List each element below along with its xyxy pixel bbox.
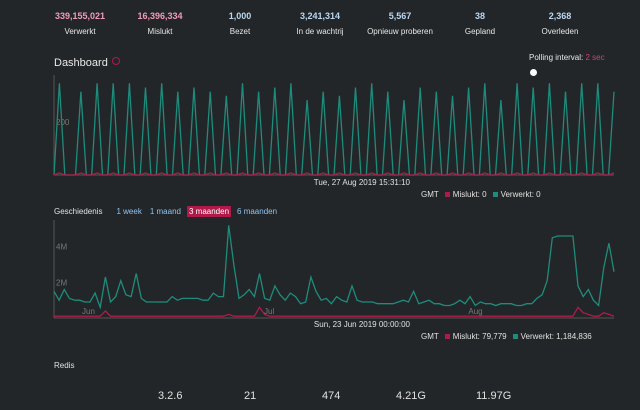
redis-used-memory: 4.21G — [396, 390, 426, 402]
stat-label: Bezet — [229, 27, 251, 36]
range-3-months[interactable]: 3 maanden — [186, 206, 232, 217]
x-tick-label: Jul — [264, 307, 274, 316]
polling-label: Polling interval: — [529, 53, 584, 62]
stat-value: 3,241,314 — [299, 11, 341, 21]
y-tick-label: 4M — [56, 243, 67, 252]
polling-interval: Polling interval: 2 sec — [529, 53, 605, 62]
legend-failed: Mislukt: 79,779 — [444, 332, 507, 341]
redis-version: 3.2.6 — [158, 390, 183, 402]
stat-value: 16,396,334 — [137, 11, 183, 21]
stat-label: Mislukt — [147, 27, 173, 36]
redis-uptime-days: 21 — [244, 390, 257, 402]
stat-value: 339,155,021 — [54, 11, 106, 21]
stat-gepland[interactable]: 38 Gepland — [440, 10, 520, 39]
polling-value: 2 sec — [585, 53, 605, 62]
processed-swatch-icon — [512, 334, 518, 339]
range-1-week[interactable]: 1 week — [116, 207, 142, 216]
page-title: Dashboard — [54, 57, 120, 69]
series-line-verwerkt — [53, 225, 615, 310]
stat-mislukt[interactable]: 16,396,334 Mislukt — [120, 10, 200, 39]
polling-slider-handle[interactable] — [530, 69, 537, 76]
dashboard-title: Dashboard — [54, 57, 108, 69]
realtime-legend: GMT Mislukt: 0 Verwerkt: 0 — [421, 190, 541, 199]
stat-value: 1,000 — [228, 11, 252, 21]
series-line-mislukt — [54, 306, 615, 317]
legend-processed-label: Verwerkt: 0 — [500, 190, 541, 199]
legend-failed-label: Mislukt: 79,779 — [452, 332, 507, 341]
failed-swatch-icon — [444, 192, 450, 197]
stat-value: 2,368 — [548, 11, 572, 21]
legend-failed-label: Mislukt: 0 — [452, 190, 487, 199]
x-tick-label: Aug — [468, 307, 482, 316]
realtime-timestamp: Tue, 27 Aug 2019 15:31:10 — [313, 178, 410, 187]
history-header: Geschiedenis 1 week 1 maand 3 maanden 6 … — [54, 206, 279, 217]
stat-bezet[interactable]: 1,000 Bezet — [200, 10, 280, 39]
stat-label: In de wachtrij — [296, 27, 344, 36]
realtime-chart: 200 — [53, 75, 615, 176]
stat-label: Overleden — [541, 27, 579, 36]
x-tick-label: Jun — [82, 307, 95, 316]
redis-peak-memory: 11.97G — [476, 390, 512, 402]
failed-swatch-icon — [444, 334, 450, 339]
stat-label: Opnieuw proberen — [367, 27, 433, 36]
stat-opnieuw-proberen[interactable]: 5,567 Opnieuw proberen — [360, 10, 440, 39]
status-indicator-icon — [111, 57, 120, 65]
legend-tz: GMT — [421, 332, 439, 341]
series-line-mislukt — [53, 172, 615, 176]
legend-processed: Verwerkt: 0 — [492, 190, 541, 199]
y-tick-label: 2M — [56, 278, 67, 287]
stat-value: 38 — [474, 11, 485, 21]
stats-bar: 339,155,021 Verwerkt 16,396,334 Mislukt 1,… — [40, 10, 600, 39]
stat-verwerkt[interactable]: 339,155,021 Verwerkt — [40, 10, 120, 39]
range-6-months[interactable]: 6 maanden — [237, 207, 278, 216]
history-timestamp: Sun, 23 Jun 2019 00:00:00 — [313, 320, 410, 329]
stat-overleden[interactable]: 2,368 Overleden — [520, 10, 600, 39]
history-title: Geschiedenis — [54, 207, 103, 216]
legend-failed: Mislukt: 0 — [444, 190, 487, 199]
legend-processed-label: Verwerkt: 1,184,836 — [520, 332, 592, 341]
y-tick-label: 200 — [56, 118, 70, 127]
processed-swatch-icon — [492, 192, 498, 197]
history-legend: GMT Mislukt: 79,779 Verwerkt: 1,184,836 — [421, 332, 592, 341]
range-1-month[interactable]: 1 maand — [149, 207, 181, 216]
series-line-verwerkt — [53, 83, 615, 176]
redis-connections: 474 — [322, 390, 341, 402]
stat-label: Gepland — [464, 27, 496, 36]
stat-value: 5,567 — [388, 11, 412, 21]
legend-processed: Verwerkt: 1,184,836 — [512, 332, 592, 341]
stat-in-de-wachtrij[interactable]: 3,241,314 In de wachtrij — [280, 10, 360, 39]
legend-tz: GMT — [421, 190, 439, 199]
redis-title: Redis — [54, 361, 75, 370]
history-chart: 4M 2M Jun Jul Aug — [53, 220, 615, 319]
stat-label: Verwerkt — [64, 27, 96, 36]
